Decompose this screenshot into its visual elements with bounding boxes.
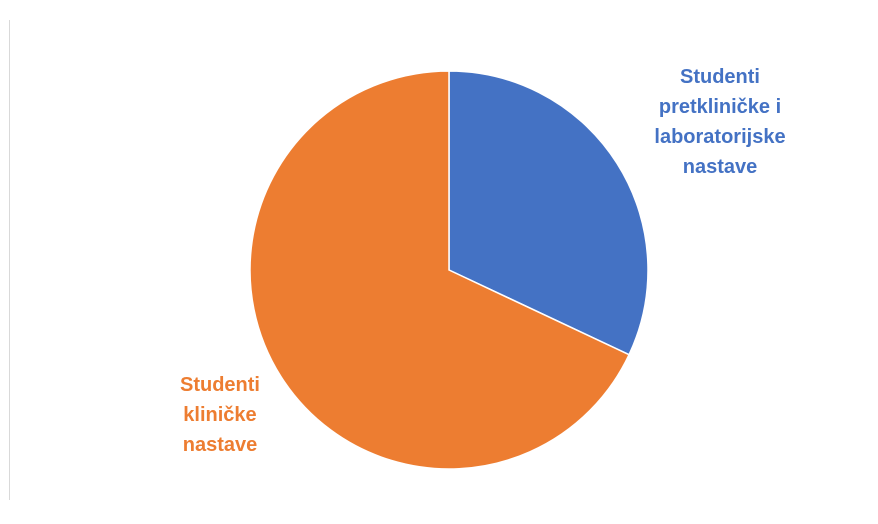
- chart-border-line: [9, 20, 10, 500]
- pie-slice-preclinical: [448, 70, 649, 356]
- slice-label-preclinical: Studenti pretkliničke i laboratorijske n…: [654, 66, 786, 178]
- pie-slice-clinical: [249, 70, 631, 470]
- slice-label-clinical: Studenti kliničke nastave: [180, 374, 260, 456]
